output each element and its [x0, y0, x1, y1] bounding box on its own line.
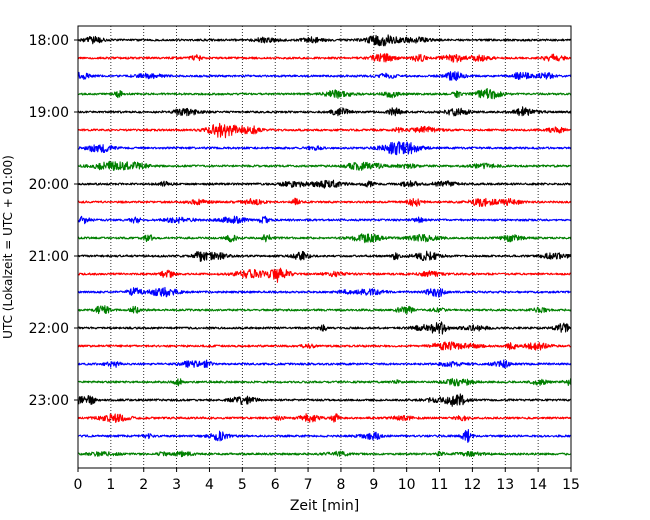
x-tick-label: 10 — [398, 477, 416, 493]
trace-2200 — [77, 321, 572, 335]
trace-1915 — [77, 122, 572, 139]
trace-1800 — [77, 34, 572, 47]
x-tick-label: 12 — [463, 477, 481, 493]
trace-2345 — [77, 450, 572, 458]
x-tick-label: 14 — [529, 477, 547, 493]
trace-2015 — [77, 197, 572, 207]
trace-1900 — [77, 106, 572, 117]
trace-2230 — [77, 359, 572, 369]
trace-2045 — [77, 233, 572, 244]
x-tick-label: 4 — [205, 477, 214, 493]
trace-2030 — [77, 215, 572, 225]
y-tick-label: 20:00 — [29, 177, 69, 193]
y-tick-label: 23:00 — [29, 393, 69, 409]
trace-1830 — [77, 71, 572, 82]
y-tick-label: 18:00 — [29, 33, 69, 49]
seismic-traces — [77, 34, 572, 458]
x-axis-ticks: 0 1 2 3 4 5 6 7 8 9 10 11 12 13 14 15 — [74, 468, 580, 493]
y-tick-label: 21:00 — [29, 249, 69, 265]
trace-2115 — [77, 267, 572, 283]
x-tick-label: 9 — [369, 477, 378, 493]
trace-2215 — [77, 341, 572, 351]
trace-2300 — [77, 393, 572, 407]
y-tick-label: 19:00 — [29, 105, 69, 121]
plot-area-frame — [77, 25, 572, 469]
trace-1930 — [77, 140, 572, 156]
x-tick-label: 7 — [304, 477, 313, 493]
y-axis-label: UTC (Lokalzeit = UTC + 01:00) — [1, 155, 15, 339]
trace-1845 — [77, 88, 572, 100]
trace-1945 — [77, 160, 572, 171]
x-tick-label: 5 — [238, 477, 247, 493]
x-tick-label: 11 — [431, 477, 449, 493]
x-axis-label: Zeit [min] — [290, 498, 359, 514]
y-tick-label: 22:00 — [29, 321, 69, 337]
trace-2330 — [77, 429, 572, 443]
trace-1815 — [77, 53, 572, 63]
trace-2315 — [77, 413, 572, 423]
x-tick-label: 6 — [271, 477, 280, 493]
trace-2245 — [77, 377, 572, 387]
x-tick-label: 15 — [562, 477, 580, 493]
trace-2000 — [77, 179, 572, 189]
x-tick-label: 13 — [496, 477, 514, 493]
x-tick-label: 0 — [74, 477, 83, 493]
trace-2100 — [77, 250, 572, 262]
x-tick-label: 1 — [106, 477, 115, 493]
trace-2130 — [77, 286, 572, 298]
x-tick-label: 2 — [139, 477, 148, 493]
x-tick-label: 8 — [336, 477, 345, 493]
x-tick-label: 3 — [172, 477, 181, 493]
y-axis-ticks: 18:00 19:00 20:00 21:00 22:00 23:00 — [29, 33, 78, 409]
trace-2145 — [77, 305, 572, 315]
